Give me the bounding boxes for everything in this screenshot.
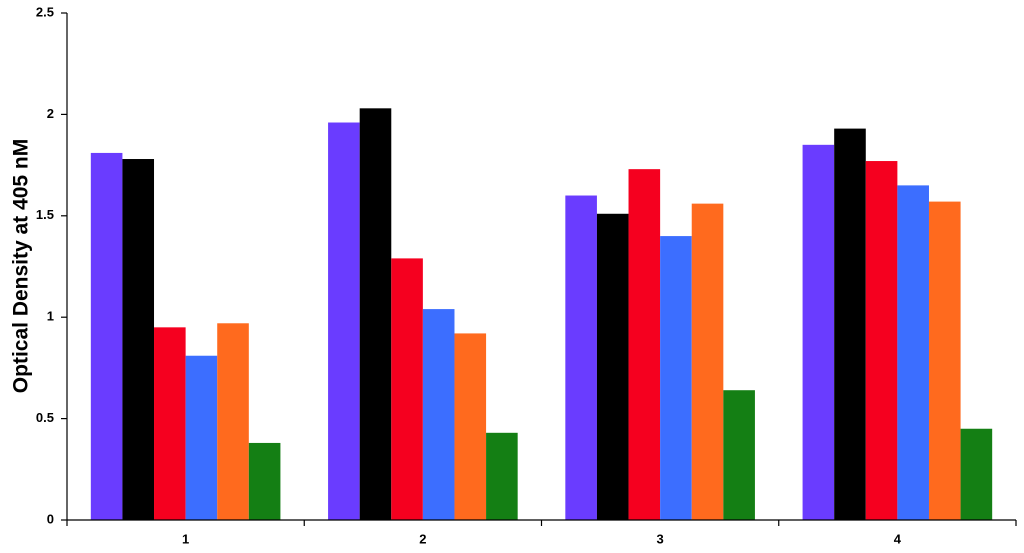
bar-cat1-series6 [248, 442, 281, 520]
bar-cat3-series2 [596, 213, 629, 520]
bar-cat4-series1 [802, 144, 835, 520]
bar-cat2-series1 [328, 122, 360, 520]
bar-cat3-series5 [691, 203, 724, 520]
bar-cat1-series4 [185, 355, 218, 520]
bar-cat4-series2 [834, 128, 866, 520]
bar-cat2-series6 [486, 432, 518, 520]
bar-cat2-series4 [422, 309, 455, 520]
bar-cat3-series4 [660, 236, 692, 520]
x-tick-label: 2 [419, 531, 426, 546]
x-axis: 1 2 3 4 [66, 519, 1017, 546]
y-axis-title: Optical Density at 405 nM [10, 139, 33, 393]
bars-group [90, 108, 993, 521]
y-tick-label: 0.5 [36, 410, 54, 425]
y-tick-label: 1 [47, 309, 54, 324]
bar-cat3-series3 [628, 169, 661, 520]
bar-cat2-series5 [454, 333, 487, 520]
bar-cat2-series2 [359, 108, 392, 520]
bar-cat4-series4 [897, 185, 929, 520]
bar-cat2-series3 [391, 258, 423, 520]
bar-cat4-series6 [960, 428, 993, 520]
bar-cat4-series5 [928, 201, 961, 520]
x-tick-label: 4 [894, 531, 902, 546]
y-axis: 0 0.5 1 1.5 2 2.5 [36, 4, 68, 526]
bar-cat1-series3 [154, 327, 186, 520]
y-tick-label: 2 [47, 106, 54, 121]
x-tick-label: 1 [182, 531, 189, 546]
bar-cat1-series2 [122, 159, 155, 520]
y-tick-label: 0 [47, 511, 54, 526]
x-tick-label: 3 [657, 531, 664, 546]
bar-cat3-series1 [565, 195, 597, 520]
y-tick-label: 1.5 [36, 207, 54, 222]
bar-cat4-series3 [865, 161, 898, 521]
bar-cat1-series1 [90, 152, 123, 520]
y-tick-label: 2.5 [36, 4, 54, 19]
bar-cat3-series6 [723, 390, 755, 520]
bar-cat1-series5 [217, 323, 249, 520]
